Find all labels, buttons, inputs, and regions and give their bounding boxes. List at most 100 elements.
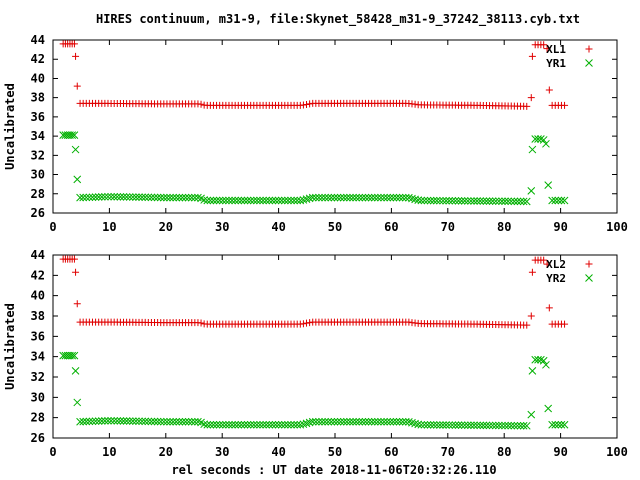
y-tick-label: 28 bbox=[31, 187, 45, 201]
data-point bbox=[68, 351, 77, 360]
data-point bbox=[299, 196, 308, 204]
data-point bbox=[296, 420, 305, 429]
legend-marker bbox=[585, 59, 593, 67]
data-point bbox=[501, 197, 509, 206]
y-axis-label: Uncalibrated bbox=[3, 303, 17, 390]
data-point bbox=[141, 193, 150, 202]
data-point bbox=[454, 196, 463, 205]
data-point bbox=[150, 417, 159, 426]
data-point bbox=[544, 404, 553, 413]
data-point bbox=[225, 420, 233, 429]
data-point bbox=[527, 410, 536, 419]
data-point bbox=[336, 417, 345, 426]
data-point bbox=[374, 417, 382, 426]
data-point bbox=[554, 196, 563, 205]
data-point bbox=[218, 196, 227, 205]
data-point bbox=[200, 420, 209, 429]
data-point bbox=[321, 193, 329, 202]
data-point bbox=[485, 421, 494, 430]
data-point bbox=[228, 420, 236, 429]
data-point bbox=[405, 193, 413, 202]
data-point bbox=[116, 192, 125, 201]
data-point bbox=[97, 417, 106, 425]
data-point bbox=[380, 193, 388, 202]
data-point bbox=[125, 193, 134, 201]
data-point bbox=[178, 193, 187, 202]
data-point bbox=[383, 417, 392, 426]
data-point bbox=[141, 417, 150, 426]
data-point bbox=[423, 196, 432, 205]
data-point bbox=[88, 417, 97, 426]
plot-frame bbox=[52, 39, 618, 214]
data-point bbox=[426, 196, 435, 205]
data-point bbox=[523, 321, 531, 329]
data-point bbox=[507, 197, 516, 206]
y-tick-label: 38 bbox=[31, 91, 45, 105]
data-point bbox=[299, 420, 308, 429]
data-point bbox=[439, 421, 447, 429]
x-tick-label: 60 bbox=[384, 445, 398, 459]
data-point bbox=[395, 417, 404, 426]
data-point bbox=[327, 193, 336, 202]
data-point bbox=[268, 196, 277, 205]
data-point bbox=[342, 417, 351, 426]
data-point bbox=[209, 420, 218, 429]
x-tick-label: 0 bbox=[49, 220, 56, 234]
data-point bbox=[519, 421, 528, 430]
data-point bbox=[110, 192, 119, 201]
data-point bbox=[296, 196, 305, 205]
data-point bbox=[135, 193, 143, 202]
x-tick-label: 50 bbox=[328, 445, 342, 459]
data-point bbox=[76, 193, 84, 202]
data-point bbox=[212, 196, 221, 205]
data-point bbox=[411, 419, 419, 428]
y-tick-label: 42 bbox=[31, 268, 45, 282]
data-point bbox=[336, 193, 345, 202]
y-tick-label: 42 bbox=[31, 52, 45, 66]
data-point bbox=[128, 417, 137, 425]
data-point bbox=[197, 100, 205, 108]
data-point bbox=[163, 193, 171, 202]
data-point bbox=[327, 417, 336, 426]
data-point bbox=[361, 193, 370, 202]
y-tick-label: 32 bbox=[31, 370, 45, 384]
data-point bbox=[178, 417, 187, 426]
data-point bbox=[274, 420, 283, 429]
data-point bbox=[175, 417, 184, 426]
data-point bbox=[488, 197, 497, 205]
data-point bbox=[318, 193, 326, 202]
data-point bbox=[240, 196, 249, 205]
data-point bbox=[284, 420, 292, 429]
data-point bbox=[352, 417, 361, 426]
y-axis-label: Uncalibrated bbox=[3, 83, 17, 170]
data-point bbox=[73, 175, 82, 184]
x-tick-label: 50 bbox=[328, 220, 342, 234]
data-point bbox=[181, 193, 190, 202]
data-point bbox=[324, 417, 333, 426]
data-point bbox=[527, 187, 536, 195]
legend-marker bbox=[585, 274, 593, 282]
data-point bbox=[253, 196, 261, 205]
data-point bbox=[504, 197, 513, 206]
data-point bbox=[543, 260, 551, 268]
data-point bbox=[516, 197, 525, 206]
data-point bbox=[184, 417, 193, 426]
data-point bbox=[392, 417, 401, 426]
plot-frame bbox=[52, 254, 618, 439]
data-point bbox=[420, 420, 429, 429]
data-point bbox=[194, 193, 202, 202]
data-point bbox=[128, 193, 137, 201]
data-point bbox=[386, 417, 395, 426]
data-point bbox=[306, 319, 314, 327]
data-point bbox=[557, 196, 566, 205]
data-point bbox=[548, 196, 556, 205]
data-point bbox=[448, 196, 457, 205]
data-point bbox=[246, 196, 255, 205]
data-point bbox=[377, 193, 385, 202]
data-point bbox=[519, 197, 528, 206]
data-point bbox=[215, 196, 224, 205]
data-point bbox=[159, 417, 168, 426]
data-point bbox=[249, 196, 258, 205]
data-point bbox=[113, 417, 122, 425]
data-point bbox=[473, 197, 481, 205]
